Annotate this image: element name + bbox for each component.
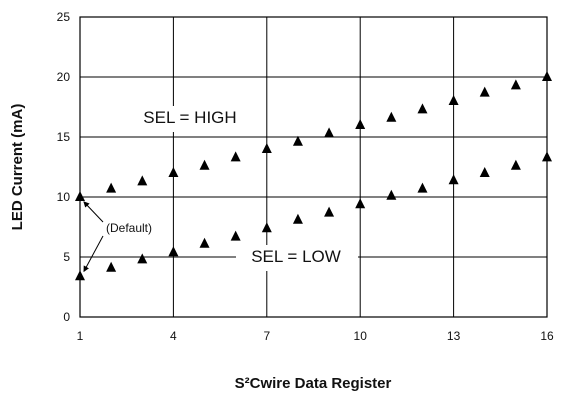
grid [79, 16, 548, 318]
data-point-series-0 [199, 159, 210, 170]
data-point-series-1 [106, 261, 117, 272]
series-label-background [236, 245, 358, 271]
annotation-text: (Default) [106, 221, 152, 235]
x-tick-label: 16 [540, 329, 554, 343]
y-tick-labels: 0 5 10 15 20 25 [57, 10, 71, 324]
data-point-series-1 [542, 151, 552, 162]
plot-frame [79, 16, 548, 318]
data-point-series-1 [137, 253, 148, 264]
annotation-arrow [83, 235, 104, 273]
x-axis-title: S²Cwire Data Register [235, 375, 392, 392]
data-point-series-0 [137, 175, 148, 186]
data-point-series-0 [510, 79, 521, 90]
y-tick-label: 15 [57, 130, 71, 144]
x-tick-labels: 1 4 7 10 13 16 [77, 329, 554, 343]
data-point-series-0 [75, 191, 85, 201]
data-point-series-1 [324, 206, 335, 217]
data-point-series-0 [168, 167, 179, 177]
data-point-series-0 [479, 86, 490, 97]
series-label-background [130, 106, 250, 132]
data-point-series-1 [355, 198, 366, 209]
data-point-series-1 [199, 237, 210, 248]
x-tick-label: 1 [77, 329, 84, 343]
data-point-series-1 [230, 230, 241, 241]
series-labels: SEL = HIGH SEL = LOW [130, 106, 358, 271]
y-tick-label: 10 [57, 190, 71, 204]
data-point-series-0 [448, 95, 459, 105]
data-point-series-0 [386, 111, 397, 122]
data-point-series-0 [106, 182, 117, 193]
data-point-series-1 [448, 174, 459, 185]
y-tick-label: 20 [57, 70, 71, 84]
default-annotation: (Default) [83, 201, 164, 273]
y-tick-label: 5 [63, 250, 70, 264]
annotation-background [102, 220, 164, 237]
data-point-series-0 [355, 119, 366, 129]
x-tick-label: 7 [263, 329, 270, 343]
data-points [75, 71, 552, 281]
data-point-series-0 [542, 71, 552, 81]
series-label-0: SEL = HIGH [143, 108, 236, 127]
y-tick-label: 25 [57, 10, 71, 24]
data-point-series-1 [417, 182, 428, 193]
data-point-series-1 [386, 189, 397, 200]
data-point-series-1 [75, 270, 85, 281]
data-point-series-0 [292, 135, 303, 146]
data-point-series-0 [417, 103, 428, 114]
x-tick-label: 4 [170, 329, 177, 343]
data-point-series-1 [510, 159, 521, 170]
y-tick-label: 0 [63, 310, 70, 324]
data-point-series-1 [261, 222, 272, 233]
series-label-1: SEL = LOW [251, 247, 341, 266]
annotation-arrow [83, 201, 104, 223]
x-tick-label: 13 [447, 329, 461, 343]
data-point-series-0 [324, 127, 335, 138]
data-point-series-0 [261, 143, 272, 153]
data-point-series-1 [168, 246, 179, 257]
y-axis-title: LED Current (mA) [9, 104, 26, 231]
x-tick-label: 10 [354, 329, 368, 343]
data-point-series-1 [479, 167, 490, 177]
data-point-series-1 [292, 213, 303, 224]
data-point-series-0 [230, 151, 241, 162]
